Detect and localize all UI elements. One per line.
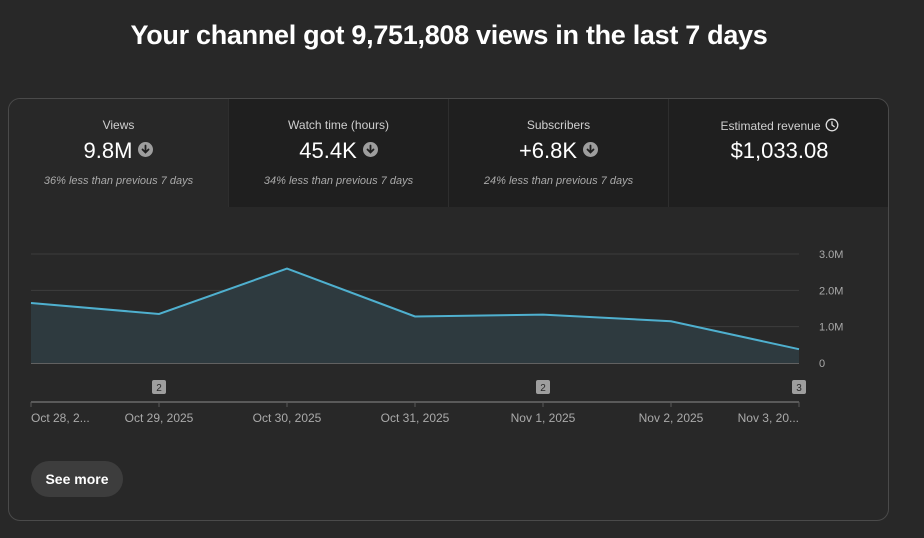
annotation-marker-label: 2 <box>540 383 546 394</box>
metric-tab-subscribers[interactable]: Subscribers +6.8K 24% less than previous… <box>449 99 669 207</box>
see-more-button[interactable]: See more <box>31 461 123 497</box>
metric-value: +6.8K <box>518 138 578 163</box>
clock-icon <box>825 118 839 135</box>
metric-label: Watch time (hours) <box>288 118 389 132</box>
metric-value: 9.8M <box>83 138 133 163</box>
y-tick-label: 0 <box>819 358 825 370</box>
metric-value: $1,033.08 <box>730 138 829 163</box>
annotation-marker-label: 2 <box>156 383 162 394</box>
x-tick-label: Nov 1, 2025 <box>511 411 576 425</box>
analytics-card: Views 9.8M 36% less than previous 7 days… <box>8 98 889 521</box>
metric-comparison: 24% less than previous 7 days <box>483 175 634 187</box>
metric-comparison: 36% less than previous 7 days <box>43 175 194 187</box>
y-tick-label: 1.0M <box>819 322 843 334</box>
annotation-marker <box>536 380 550 394</box>
x-tick-label: Nov 3, 20... <box>738 411 799 425</box>
metric-label: Estimated revenue <box>720 119 821 133</box>
metric-label-row: Estimated revenue <box>669 118 888 135</box>
metric-value-row: 45.4K <box>229 138 448 164</box>
metric-value-row: 9.8M <box>9 138 228 164</box>
y-tick-label: 3.0M <box>819 249 843 261</box>
metric-label: Views <box>102 118 135 132</box>
annotation-marker-label: 3 <box>796 383 802 394</box>
trend-down-icon <box>138 142 154 157</box>
metric-tab-revenue[interactable]: Estimated revenue $1,033.08 <box>669 99 888 207</box>
x-tick-label: Nov 2, 2025 <box>639 411 704 425</box>
annotation-marker <box>792 380 806 394</box>
metric-value: 45.4K <box>299 138 357 163</box>
trend-down-icon <box>362 142 378 157</box>
metric-label: Subscribers <box>526 118 591 132</box>
annotation-marker <box>152 380 166 394</box>
y-tick-label: 2.0M <box>819 285 843 297</box>
views-chart: 3.0M 2.0M 1.0M 0 2 2 3 Oct 28, 2... Oct 29, 2025… <box>30 249 843 425</box>
metric-tab-watch-time[interactable]: Watch time (hours) 45.4K 34% less than p… <box>229 99 449 207</box>
metric-value-row: +6.8K <box>449 138 668 164</box>
metric-tabs: Views 9.8M 36% less than previous 7 days… <box>9 99 888 207</box>
page-title: Your channel got 9,751,808 views in the … <box>130 20 768 50</box>
x-tick-label: Oct 31, 2025 <box>381 411 450 425</box>
metric-tab-views[interactable]: Views 9.8M 36% less than previous 7 days <box>9 99 229 207</box>
x-tick-label: Oct 28, 2... <box>31 411 90 425</box>
x-tick-label: Oct 29, 2025 <box>125 411 194 425</box>
trend-down-icon <box>583 142 599 157</box>
metric-comparison: 34% less than previous 7 days <box>263 175 414 187</box>
x-tick-label: Oct 30, 2025 <box>253 411 322 425</box>
